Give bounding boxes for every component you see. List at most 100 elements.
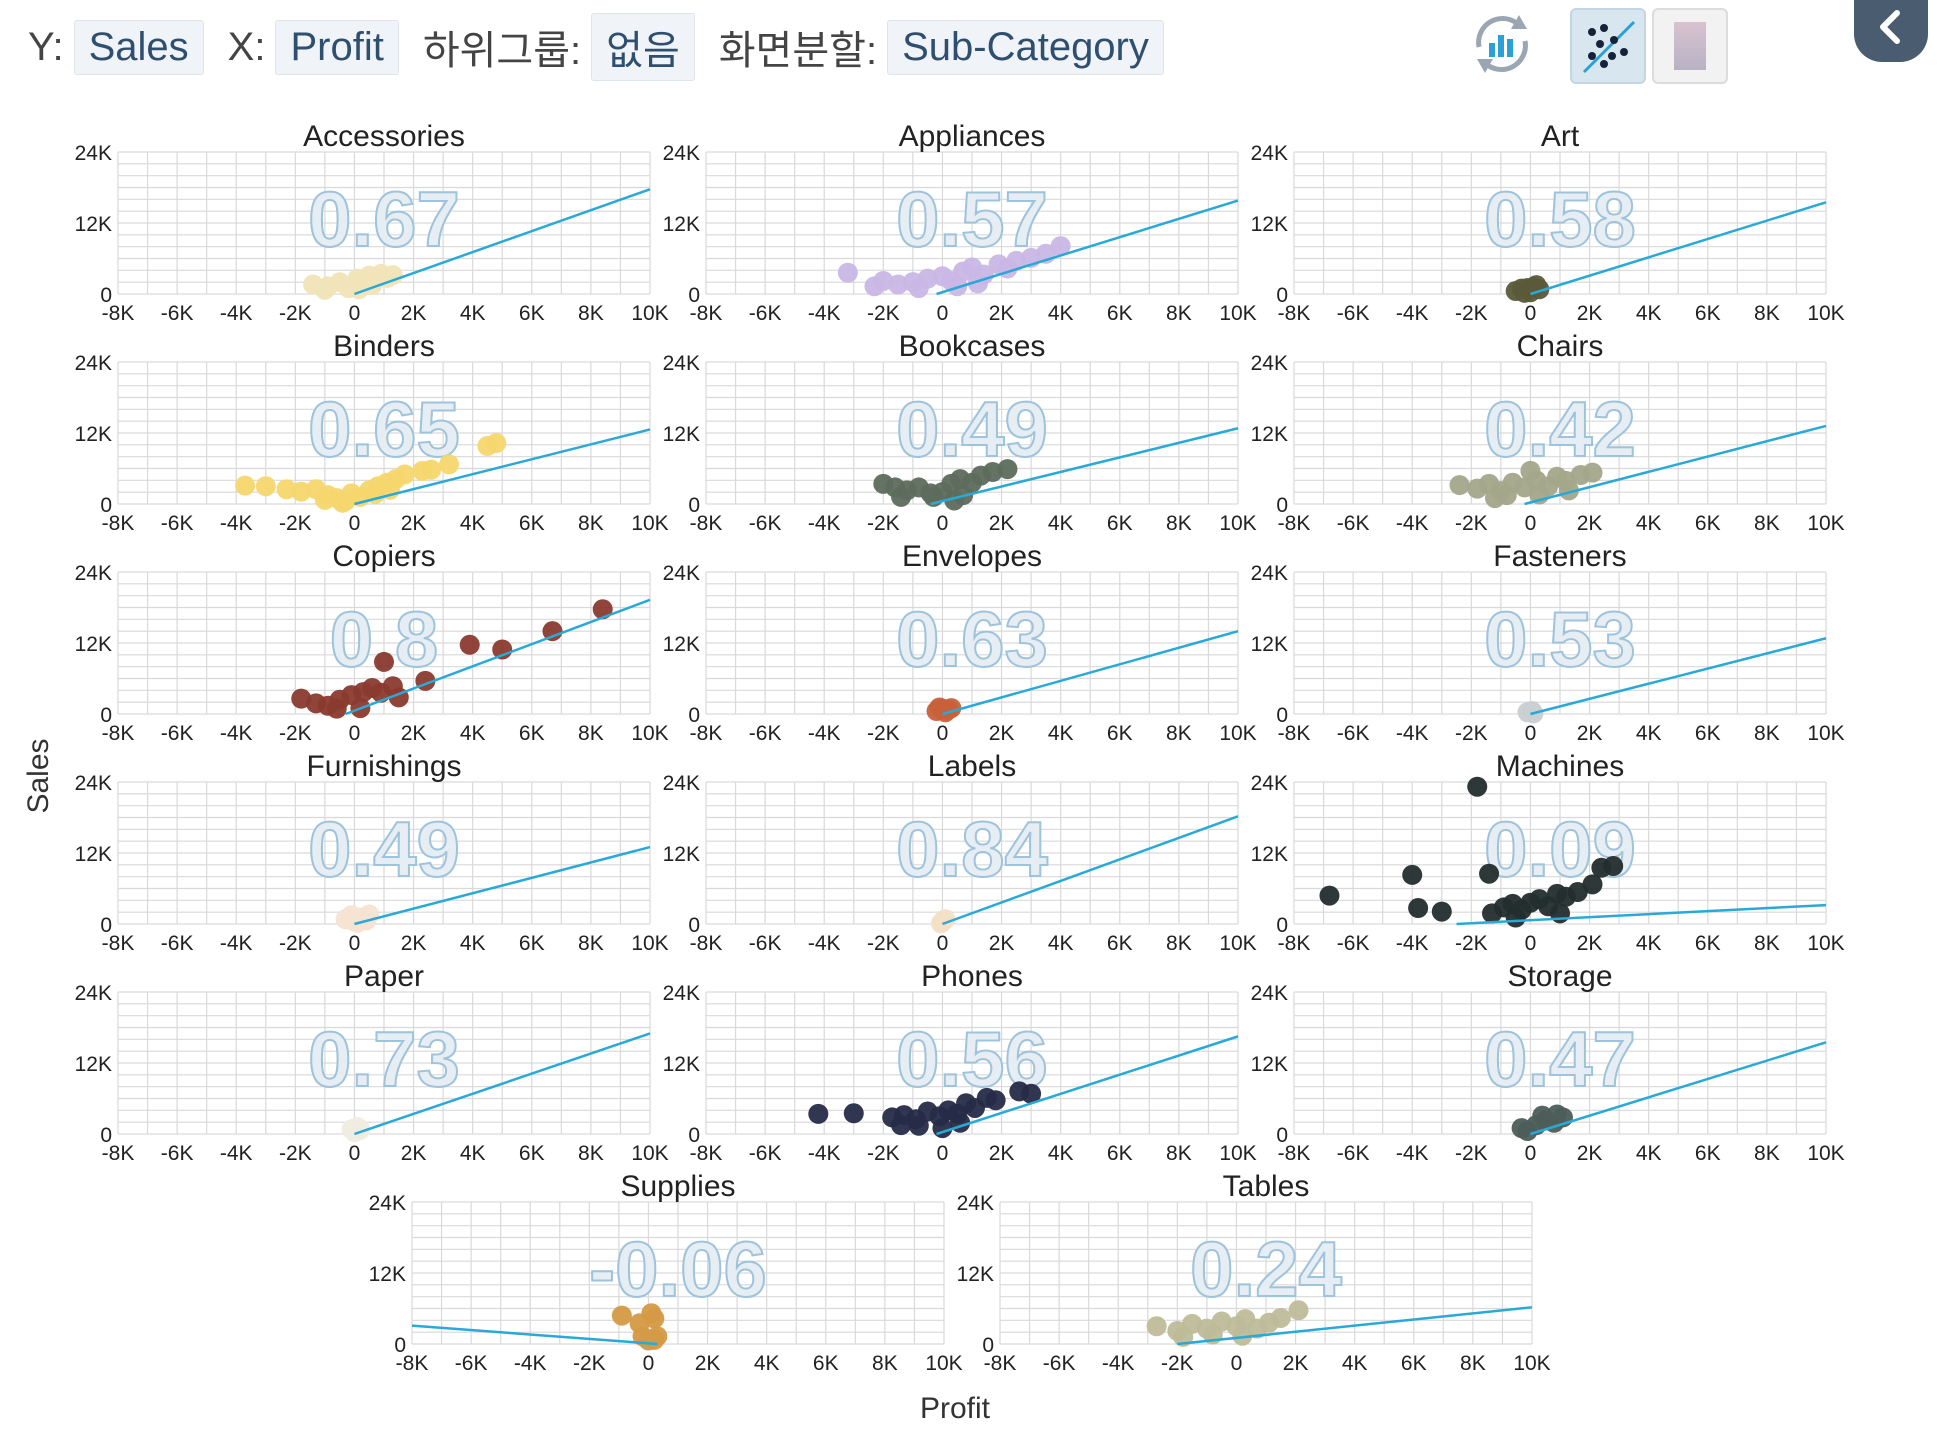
x-tick-label: 8K xyxy=(1754,722,1780,745)
x-tick-label: 6K xyxy=(1107,512,1133,535)
data-point xyxy=(314,489,335,510)
data-point xyxy=(837,262,858,283)
panel-title: Bookcases xyxy=(899,330,1046,363)
data-point xyxy=(592,599,613,620)
x-tick-label: -6K xyxy=(749,1142,782,1165)
data-point xyxy=(1449,475,1470,496)
x-tick-label: 2K xyxy=(989,1142,1015,1165)
x-tick-label: -8K xyxy=(690,512,723,535)
trend-line xyxy=(354,428,651,506)
x-tick-label: -8K xyxy=(690,302,723,325)
x-tick-label: -2K xyxy=(867,932,900,955)
facet-panel-appliances: Appliances 0 12K 24K -8K -6K -4K -2K 0 2K 4K 6K 8K 10… xyxy=(663,120,1257,325)
trend-line xyxy=(411,1324,658,1346)
x-tick-label: -6K xyxy=(455,1352,488,1375)
x-tick-label: 10K xyxy=(925,1352,962,1375)
x-tick-label: 2K xyxy=(989,722,1015,745)
x-axis-selector[interactable]: Profit xyxy=(275,19,399,75)
y-tick-label: 12K xyxy=(1251,633,1288,656)
x-tick-label: -6K xyxy=(1337,932,1370,955)
correlation-label: 0.84 xyxy=(896,805,1048,893)
data-point xyxy=(1582,462,1603,483)
y-tick-label: 12K xyxy=(75,1053,112,1076)
x-tick-label: 4K xyxy=(460,512,486,535)
x-tick-label: 10K xyxy=(1219,722,1256,745)
data-point xyxy=(276,479,297,500)
y-tick-label: 12K xyxy=(663,1053,700,1076)
x-tick-label: -4K xyxy=(220,512,253,535)
x-tick-label: 0 xyxy=(349,722,361,745)
data-point xyxy=(644,1308,665,1329)
x-tick-label: -8K xyxy=(102,512,135,535)
y-tick-label: 24K xyxy=(369,1192,406,1215)
facet-panel-machines: Machines 0 12K 24K -8K -6K -4K -2K 0 2K 4K 6K 8K 10K 0… xyxy=(1251,750,1845,955)
x-tick-label: 10K xyxy=(631,932,668,955)
y-tick-label: 0 xyxy=(1276,284,1288,307)
x-tick-label: -6K xyxy=(749,512,782,535)
x-tick-label: 6K xyxy=(1695,1142,1721,1165)
x-tick-label: -2K xyxy=(1455,722,1488,745)
x-tick-label: -8K xyxy=(1278,302,1311,325)
correlation-label: 0.73 xyxy=(308,1015,460,1103)
chevron-left-icon xyxy=(1880,10,1900,44)
subgroup-selector[interactable]: 없음 xyxy=(591,13,695,81)
y-tick-label: 0 xyxy=(688,494,700,517)
scatter-trend-icon xyxy=(1582,20,1636,74)
x-tick-label: 10K xyxy=(1219,932,1256,955)
panel-title: Copiers xyxy=(332,540,435,573)
x-tick-label: -2K xyxy=(279,932,312,955)
x-tick-label: -2K xyxy=(867,302,900,325)
color-swatch-button[interactable] xyxy=(1652,8,1728,84)
data-point xyxy=(1550,903,1570,924)
x-tick-label: 4K xyxy=(754,1352,780,1375)
y-tick-label: 0 xyxy=(1276,914,1288,937)
x-tick-label: 4K xyxy=(1342,1352,1368,1375)
x-tick-label: 2K xyxy=(1283,1352,1309,1375)
y-tick-label: 12K xyxy=(1251,213,1288,236)
correlation-label: 0.09 xyxy=(1484,805,1636,893)
data-point xyxy=(1288,1300,1309,1321)
x-tick-label: -8K xyxy=(690,722,723,745)
x-tick-label: 0 xyxy=(1525,722,1537,745)
x-tick-label: -4K xyxy=(1396,302,1429,325)
x-tick-label: 10K xyxy=(631,1142,668,1165)
y-axis-selector[interactable]: Sales xyxy=(73,19,204,75)
x-tick-label: -8K xyxy=(690,1142,723,1165)
x-tick-label: -4K xyxy=(808,302,841,325)
x-tick-label: 6K xyxy=(1401,1352,1427,1375)
data-point xyxy=(891,486,912,507)
x-tick-label: -8K xyxy=(690,932,723,955)
panel-title: Fasteners xyxy=(1493,540,1626,573)
data-point xyxy=(394,464,415,485)
back-button[interactable] xyxy=(1854,0,1928,62)
y-tick-label: 0 xyxy=(394,1334,406,1357)
data-point xyxy=(932,1118,953,1139)
x-tick-label: -6K xyxy=(161,302,194,325)
x-tick-label: 2K xyxy=(1577,302,1603,325)
split-selector[interactable]: Sub-Category xyxy=(887,19,1164,75)
x-tick-label: 2K xyxy=(401,512,427,535)
x-tick-label: -6K xyxy=(161,932,194,955)
panel-title: Envelopes xyxy=(902,540,1042,573)
x-tick-label: 2K xyxy=(401,932,427,955)
y-tick-label: 0 xyxy=(1276,704,1288,727)
x-tick-label: 6K xyxy=(1107,1142,1133,1165)
split-label: 화면분할: xyxy=(718,29,878,73)
facet-panel-tables: Tables 0 12K 24K -8K -6K -4K -2K 0 2K 4K 6K 8K 10K 0.2… xyxy=(957,1170,1551,1375)
x-tick-label: -2K xyxy=(279,512,312,535)
data-point xyxy=(374,651,394,672)
y-tick-label: 24K xyxy=(957,1192,994,1215)
refresh-chart-button[interactable] xyxy=(1466,8,1538,80)
trend-line xyxy=(930,427,1239,506)
y-tick-label: 0 xyxy=(100,704,112,727)
panel-title: Appliances xyxy=(899,120,1046,153)
y-tick-label: 12K xyxy=(75,213,112,236)
x-tick-label: 10K xyxy=(1807,1142,1844,1165)
scatter-trend-button[interactable] xyxy=(1570,8,1646,84)
x-tick-label: -2K xyxy=(867,512,900,535)
data-point xyxy=(908,1115,929,1136)
x-tick-label: 6K xyxy=(519,1142,545,1165)
x-tick-label: 6K xyxy=(519,932,545,955)
data-point xyxy=(647,1326,668,1347)
data-point xyxy=(611,1305,632,1326)
